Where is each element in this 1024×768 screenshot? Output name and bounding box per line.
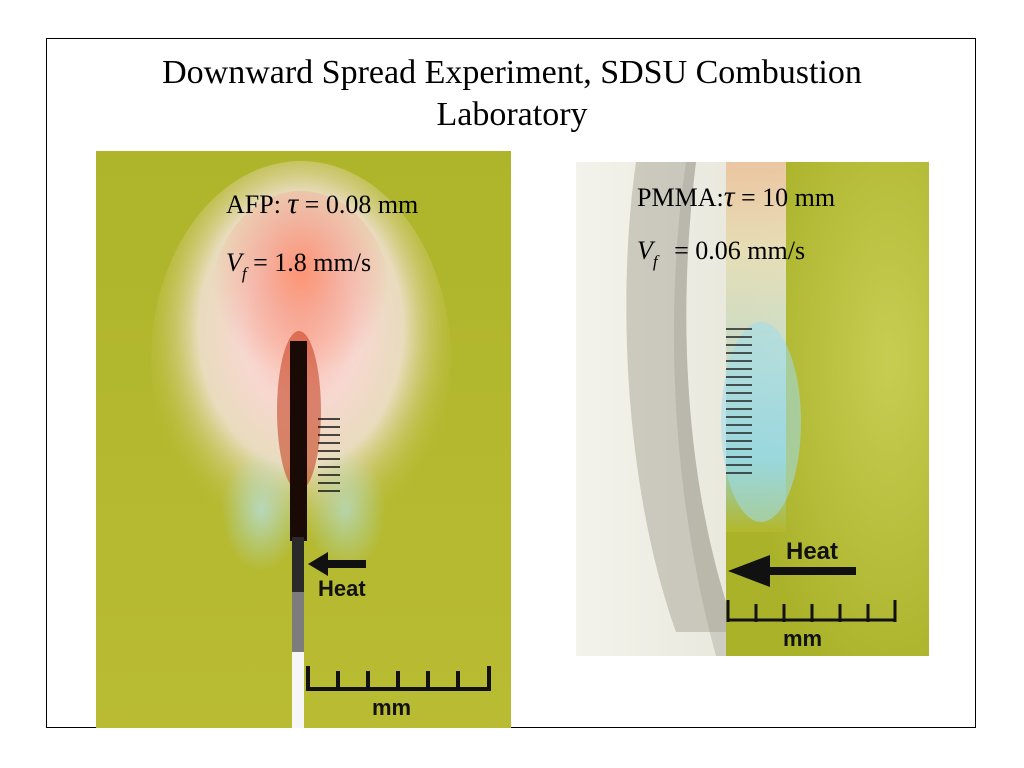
pmma-vf-label: Vf = 0.06 mm/s xyxy=(637,236,806,271)
afp-flame-photo: Heat mm xyxy=(96,151,511,728)
pmma-flame-photo: Heat mm xyxy=(576,162,929,656)
afp-tau-label: AFP: τ = 0.08 mm xyxy=(226,187,419,220)
afp-arrows xyxy=(318,418,340,492)
pmma-heat-label: Heat xyxy=(786,538,838,565)
afp-scale-label: mm xyxy=(372,695,411,720)
afp-heat-arrow-icon xyxy=(308,552,366,576)
slide-title: Downward Spread Experiment, SDSU Combust… xyxy=(60,52,964,136)
title-line-2: Laboratory xyxy=(436,96,588,133)
pmma-tau-label: PMMA:τ = 10 mm xyxy=(637,180,836,213)
pmma-scale-label: mm xyxy=(783,626,822,651)
afp-scale-bar xyxy=(306,666,491,691)
slide-frame xyxy=(46,38,976,728)
pmma-arrows xyxy=(726,328,752,474)
afp-vf-label: Vf = 1.8 mm/s xyxy=(226,248,372,283)
title-line-1: Downward Spread Experiment, SDSU Combust… xyxy=(162,54,862,91)
pmma-heat-arrow-icon xyxy=(728,555,856,587)
afp-heat-label: Heat xyxy=(318,576,366,601)
pmma-scale-bar xyxy=(726,600,897,622)
